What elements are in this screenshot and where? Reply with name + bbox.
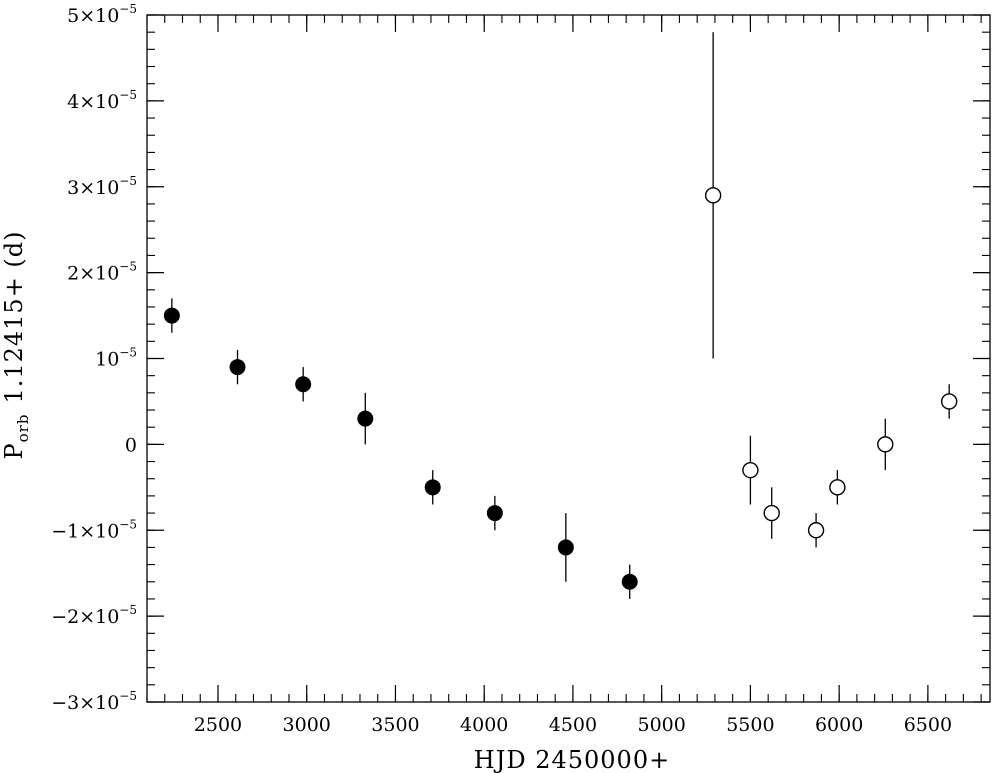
x-tick-label: 3500 — [371, 714, 419, 736]
y-tick-label: 0 — [125, 434, 137, 456]
y-tick-mantissa: 0 — [125, 434, 137, 456]
y-tick-mantissa: −2×10 — [51, 606, 119, 628]
x-tick-label: 4500 — [549, 714, 597, 736]
data-markers — [163, 187, 958, 590]
x-axis-title: HJD 2450000+ — [474, 746, 670, 773]
filled-data-point — [424, 479, 441, 496]
y-axis-symbol: P — [0, 442, 28, 459]
open-data-point — [763, 504, 780, 522]
y-tick-label: 2×10−5 — [67, 260, 137, 285]
x-tick-label: 5500 — [726, 714, 774, 736]
y-tick-label: −1×10−5 — [51, 517, 137, 542]
error-bars — [171, 32, 950, 599]
filled-data-point — [295, 376, 312, 393]
open-data-point — [877, 436, 894, 453]
open-data-point — [940, 393, 958, 410]
plot-frame — [146, 14, 991, 703]
filled-data-point — [229, 359, 246, 376]
y-tick-exponent: −5 — [119, 174, 137, 188]
y-axis-title: Porb 1.12415+ (d) — [0, 230, 32, 459]
y-tick-mantissa: −1×10 — [51, 520, 119, 542]
y-tick-mantissa: 10 — [95, 349, 119, 371]
y-tick-exponent: −5 — [119, 2, 137, 16]
y-tick-label: 4×10−5 — [67, 88, 137, 113]
x-tick-label: 4000 — [460, 714, 508, 736]
y-tick-label: −2×10−5 — [51, 603, 137, 628]
y-tick-mantissa: 4×10 — [67, 91, 119, 113]
x-tick-label: 3000 — [283, 714, 331, 736]
y-tick-label: 10−5 — [95, 346, 137, 371]
y-tick-exponent: −5 — [119, 517, 137, 531]
x-tick-label: 2500 — [194, 714, 242, 736]
y-tick-mantissa: 2×10 — [67, 263, 119, 285]
open-data-point — [807, 522, 825, 539]
y-axis-subscript: orb — [14, 414, 32, 443]
y-tick-exponent: −5 — [119, 88, 137, 102]
y-tick-mantissa: 3×10 — [67, 177, 119, 199]
y-tick-label: 5×10−5 — [67, 2, 137, 27]
filled-data-point — [621, 573, 638, 590]
open-data-point — [742, 461, 759, 479]
open-data-point — [704, 187, 722, 204]
y-tick-label: −3×10−5 — [51, 689, 137, 714]
y-tick-exponent: −5 — [119, 260, 137, 274]
y-tick-exponent: −5 — [119, 346, 137, 360]
x-tick-labels: 2500 3000 3500 4000 4500 5000 5500 6000 6500 — [194, 714, 952, 736]
x-tick-label: 6500 — [904, 714, 952, 736]
y-tick-mantissa: 5×10 — [67, 5, 119, 27]
y-axis-rest: 1.12415+ (d) — [0, 230, 28, 403]
x-tick-label: 6000 — [815, 714, 863, 736]
major-ticks — [147, 14, 990, 703]
filled-data-point — [486, 505, 503, 522]
y-tick-mantissa: −3×10 — [51, 692, 119, 714]
minor-ticks — [146, 14, 990, 703]
filled-data-point — [357, 410, 374, 427]
filled-data-point — [557, 539, 574, 556]
y-tick-exponent: −5 — [119, 603, 137, 617]
y-tick-exponent: −5 — [119, 689, 137, 703]
y-tick-labels: −3×10−5−2×10−5−1×10−5010−52×10−53×10−54×… — [51, 2, 137, 714]
x-tick-label: 5000 — [637, 714, 685, 736]
filled-data-point — [163, 307, 180, 324]
y-tick-label: 3×10−5 — [67, 174, 137, 199]
open-data-point — [829, 479, 846, 496]
